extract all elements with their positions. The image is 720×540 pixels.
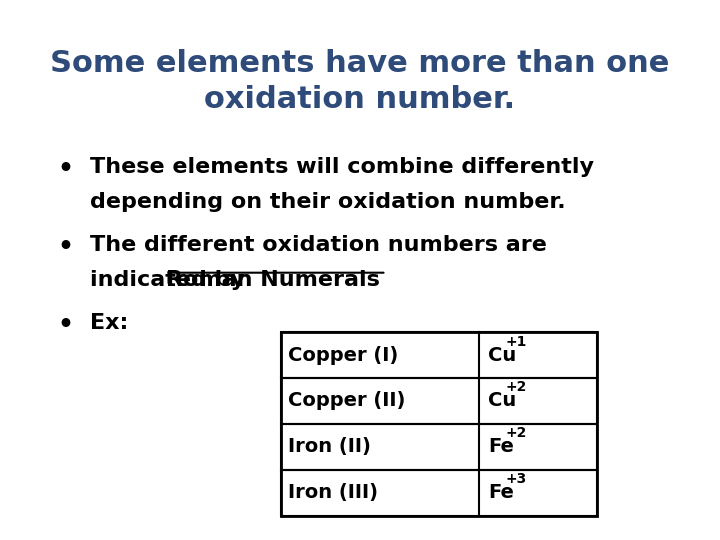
Text: •: •	[57, 235, 73, 259]
Text: Fe: Fe	[488, 437, 514, 456]
Text: Fe: Fe	[488, 483, 514, 502]
Text: Iron (III): Iron (III)	[287, 483, 377, 502]
Bar	[281, 470, 597, 516]
Text: +3: +3	[505, 472, 527, 486]
Text: Roman Numerals: Roman Numerals	[166, 270, 379, 290]
Text: +2: +2	[505, 381, 527, 394]
Bar	[281, 378, 597, 424]
Text: depending on their oxidation number.: depending on their oxidation number.	[90, 192, 566, 212]
Text: The different oxidation numbers are: The different oxidation numbers are	[90, 235, 546, 255]
Text: Iron (II): Iron (II)	[287, 437, 370, 456]
Text: Ex:: Ex:	[90, 313, 128, 333]
Text: Cu: Cu	[488, 346, 517, 365]
Text: •: •	[57, 157, 73, 180]
Text: These elements will combine differently: These elements will combine differently	[90, 157, 594, 177]
Text: •: •	[57, 313, 73, 337]
Text: indicated by: indicated by	[90, 270, 253, 290]
Bar	[281, 332, 597, 378]
Text: +1: +1	[505, 335, 527, 348]
Bar	[281, 332, 597, 516]
Text: Cu: Cu	[488, 392, 517, 410]
Text: +2: +2	[505, 427, 527, 440]
Text: Copper (II): Copper (II)	[287, 392, 405, 410]
Bar	[281, 424, 597, 470]
Text: Copper (I): Copper (I)	[287, 346, 398, 365]
Text: Some elements have more than one
oxidation number.: Some elements have more than one oxidati…	[50, 49, 670, 113]
